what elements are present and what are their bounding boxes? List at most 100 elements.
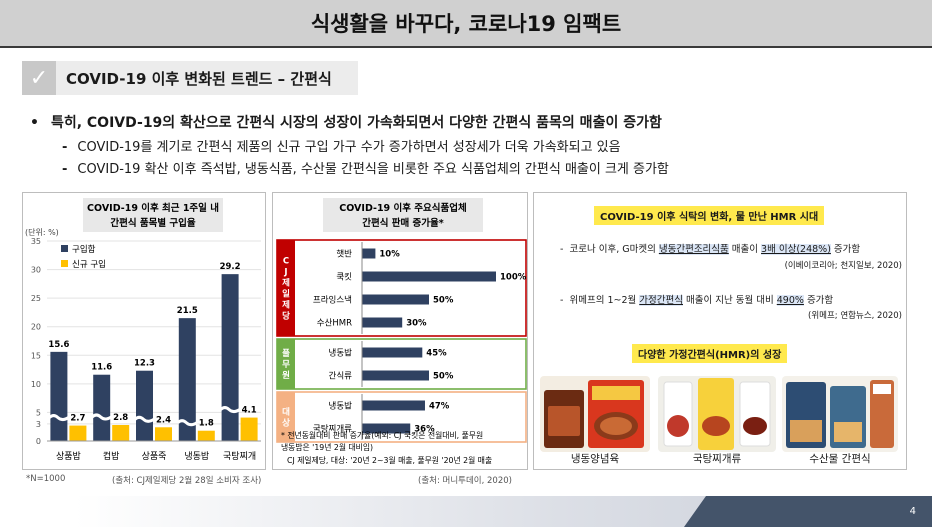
y-tick-label: 5 <box>36 408 41 417</box>
chart-note-line-3: CJ 제일제당, 대상: '20년 2~3월 매출, 풀무원 '20년 2월 매… <box>287 455 492 465</box>
mid-chart-source: (출처: 머니투데이, 2020) <box>418 476 512 486</box>
section-label: COVID-19 이후 변화된 트렌드 – 간편식 <box>56 61 358 95</box>
company-label-char: 일 <box>282 289 290 300</box>
dash-icon: - <box>62 162 68 177</box>
y-tick-label: 15 <box>31 351 41 360</box>
dash-icon: - <box>62 140 68 155</box>
hmr-item-2-source: (위메프; 연합뉴스, 2020) <box>808 311 902 321</box>
company-label-char: 당 <box>282 311 290 322</box>
hmr-title: COVID-19 이후 식탁의 변화, 물 만난 HMR 시대 <box>594 206 825 225</box>
x-tick-label: 냉동밥 <box>184 451 209 462</box>
data-label-purchased: 11.6 <box>91 363 112 373</box>
dash-icon: - <box>560 244 564 255</box>
product-label-2: 국탕찌개류 <box>692 453 742 465</box>
product-category-label: 국탕찌개류 <box>313 424 352 435</box>
sub-bullet-1: - COVID-19를 계기로 간편식 제품의 신규 구입 가구 수가 증가하면서… <box>62 136 621 155</box>
product-label-3: 수산물 간편식 <box>809 453 871 465</box>
company-label-char: C <box>283 257 289 267</box>
product-category-label: 냉동밥 <box>329 401 353 412</box>
chart-title-bg <box>83 198 223 232</box>
growth-value-label: 30% <box>406 319 427 329</box>
legend-swatch-new-purchase <box>61 260 68 267</box>
company-label-char: 무 <box>282 360 290 370</box>
product-category-label: 간식류 <box>329 371 353 382</box>
seafood-product-image <box>782 376 898 452</box>
footer-accent <box>684 496 932 527</box>
product-category-label: 수산HMR <box>317 318 352 329</box>
hmr-item-1-mid: 매출이 <box>728 244 762 255</box>
growth-bar <box>362 370 429 381</box>
axis-break-mark <box>48 414 70 422</box>
bar-purchased <box>93 374 111 441</box>
hmr-item-2-mid: 매출이 지난 동월 대비 <box>682 295 777 306</box>
hmr-item-2: - 위메프의 1~2월 가정간편식 매출이 지난 동월 대비 490% 증가함 <box>560 292 833 306</box>
growth-value-label: 10% <box>379 250 400 260</box>
hmr-item-2-highlight-1: 가정간편식 <box>639 295 683 306</box>
frozen-marinated-meat-product-image <box>540 376 650 452</box>
data-label-purchased: 29.2 <box>220 262 241 272</box>
company-label-char: 풀 <box>282 348 290 359</box>
chart-note-line-2: 냉동밥은 '19년 2월 대비임) <box>281 442 373 452</box>
axis-break-mark <box>219 406 241 414</box>
company-group-box <box>276 338 527 390</box>
company-label-char: 상 <box>282 418 290 429</box>
company-label-bg <box>277 240 295 336</box>
chart-note-line-1: * 전년동월대비 판매 증가율(예외: CJ 쿡킷은 전월대비, 풀무원 <box>281 430 483 440</box>
hmr-item-1-highlight-2: 3배 이상(248%) <box>761 244 831 255</box>
data-label-new-purchase: 4.1 <box>242 406 257 416</box>
axis-break-mark <box>133 415 155 423</box>
legend-label-new-purchase: 신규 구입 <box>72 260 106 270</box>
sample-size-note: *N=1000 <box>26 474 66 484</box>
company-label-bg <box>277 392 295 442</box>
sales-growth-chart-panel: COVID-19 이후 주요식품업체 간편식 판매 증가율* C J 제 일 제 당 햇반 10%… <box>272 192 528 470</box>
sub-bullet-text: COVID-19 확산 이후 즉석밥, 냉동식품, 수산물 간편식을 비롯한 주… <box>77 162 669 177</box>
bar-new-purchase <box>197 430 215 441</box>
y-tick-label: 10 <box>31 380 41 389</box>
product-category-label: 프라잉스낵 <box>313 295 352 306</box>
legend-label-purchased: 구입함 <box>72 245 96 255</box>
company-label-char: J <box>283 268 287 278</box>
slide-title: 식생활을 바꾸다, 코로나19 임팩트 <box>310 12 622 36</box>
sub-bullet-text: COVID-19를 계기로 간편식 제품의 신규 구입 가구 수가 증가하면서 … <box>77 140 621 155</box>
growth-bar <box>362 423 411 434</box>
hmr-item-1-prefix: 코로나 이후, G마켓의 <box>569 244 659 255</box>
growth-bar <box>362 317 403 328</box>
growth-bar <box>362 271 496 282</box>
x-tick-label: 컵밥 <box>103 450 120 462</box>
data-label-new-purchase: 2.4 <box>156 415 171 425</box>
hmr-item-2-highlight-2: 490% <box>776 295 804 306</box>
growth-value-label: 100% <box>500 273 527 283</box>
x-tick-label: 상품죽 <box>142 451 167 462</box>
company-label-char: 제 <box>282 300 290 311</box>
section-heading: ✓ COVID-19 이후 변화된 트렌드 – 간편식 <box>22 61 358 95</box>
product-label-1: 냉동양념육 <box>570 453 620 465</box>
y-tick-label: 30 <box>31 266 41 275</box>
data-label-purchased: 21.5 <box>177 306 198 316</box>
chart-title-line-1: COVID-19 이후 최근 1주일 내 <box>87 202 219 214</box>
bar-purchased <box>178 318 196 441</box>
growth-value-label: 36% <box>414 425 435 435</box>
bullet-dot-icon: • <box>30 115 39 131</box>
data-label-new-purchase: 2.8 <box>113 413 128 423</box>
chart-title-line-2: 간편식 판매 증가율* <box>362 217 444 229</box>
company-label-char: 대 <box>282 407 290 418</box>
dash-icon: - <box>560 295 564 306</box>
main-bullet-text: 특히, COIVD-19의 확산으로 간편식 시장의 성장이 가속화되면서 다양… <box>50 115 662 131</box>
data-label-purchased: 15.6 <box>48 340 69 350</box>
growth-bar <box>362 294 429 305</box>
hmr-item-1-highlight-1: 냉동간편조리식품 <box>658 244 729 255</box>
bar-new-purchase <box>240 417 258 441</box>
growth-value-label: 47% <box>429 402 450 412</box>
chart-title-line-2: 간편식 품목별 구입율 <box>110 217 196 229</box>
company-label-char: 제 <box>282 278 290 289</box>
bar-new-purchase <box>112 425 130 441</box>
checkmark-icon: ✓ <box>22 61 56 95</box>
axis-break-mark <box>91 413 113 421</box>
y-tick-label: 20 <box>31 323 41 332</box>
product-category-label: 쿡킷 <box>336 272 352 283</box>
growth-bar <box>362 248 376 259</box>
soup-stew-product-image <box>658 376 776 452</box>
data-label-purchased: 12.3 <box>134 359 155 369</box>
growth-bar <box>362 400 425 411</box>
